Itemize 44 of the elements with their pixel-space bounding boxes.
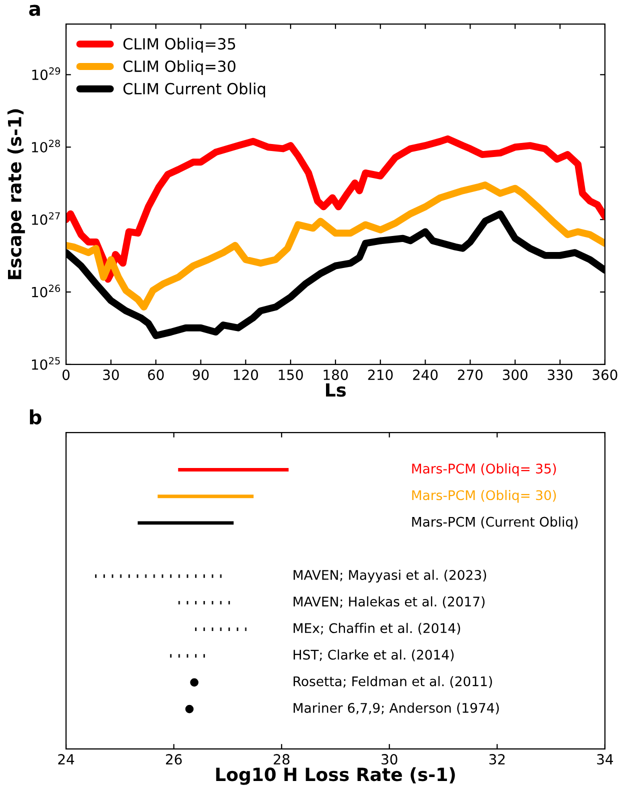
bar	[158, 494, 254, 498]
chart-title: a	[29, 4, 40, 16]
y-tick-label: 10$^{29}$	[32, 67, 60, 80]
x-tick-label: 30	[103, 370, 119, 380]
x-tick-label: 300	[502, 370, 528, 380]
bar	[178, 468, 289, 472]
x-axis-title: Log10 H Loss Rate (s-1)	[216, 767, 455, 785]
x-tick-label: 90	[192, 370, 209, 380]
x-tick-label: 30	[382, 754, 398, 765]
legend-label: CLIM Current Obliq	[123, 82, 266, 98]
category-label: Mariner 6,7,9; Anderson (1974)	[294, 702, 499, 714]
y-tick-label: 10$^{28}$	[32, 140, 60, 152]
bar	[138, 521, 234, 525]
x-tick-label: 150	[278, 370, 303, 380]
category-label: Mars-PCM (Obliq= 35)	[412, 463, 556, 476]
category-label: MAVEN; Mayyasi et al. (2023)	[294, 570, 486, 582]
x-tick-label: 180	[324, 370, 348, 380]
category-label: Rosetta; Feldman et al. (2011)	[294, 676, 492, 688]
category-label: Mars-PCM (Current Obliq)	[412, 516, 578, 530]
category-label: Mars-PCM (Obliq= 30)	[412, 490, 556, 503]
x-tick-label: 330	[548, 370, 572, 380]
x-tick-label: 28	[274, 754, 290, 765]
x-tick-label: 34	[597, 754, 613, 765]
x-tick-label: 240	[413, 370, 438, 380]
category-label: MAVEN; Halekas et al. (2017)	[294, 596, 485, 608]
x-axis-title: Ls	[326, 383, 346, 397]
legend-label: CLIM Obliq=35	[123, 38, 236, 53]
x-tick-label: 270	[458, 370, 483, 380]
category-label: MEx; Chaffin et al. (2014)	[294, 622, 460, 635]
chart-title: b	[30, 409, 42, 424]
x-tick-label: 120	[234, 370, 258, 380]
x-tick-label: 210	[368, 370, 393, 380]
x-tick-label: 360	[592, 370, 618, 380]
category-label: HST; Clarke et al. (2014)	[294, 649, 454, 662]
y-tick-label: 10$^{26}$	[32, 284, 60, 298]
x-tick-label: 26	[166, 754, 182, 765]
x-tick-label: 60	[148, 370, 164, 380]
x-tick-label: 24	[58, 754, 74, 764]
y-axis-title: Escape rate (s-1)	[7, 109, 25, 280]
x-tick-label: 0	[62, 370, 70, 380]
y-tick-label: 10$^{25}$	[32, 357, 60, 370]
legend-label: CLIM Obliq=30	[123, 60, 236, 75]
x-tick-label: 32	[489, 754, 505, 765]
y-tick-label: 10$^{27}$	[32, 212, 60, 225]
